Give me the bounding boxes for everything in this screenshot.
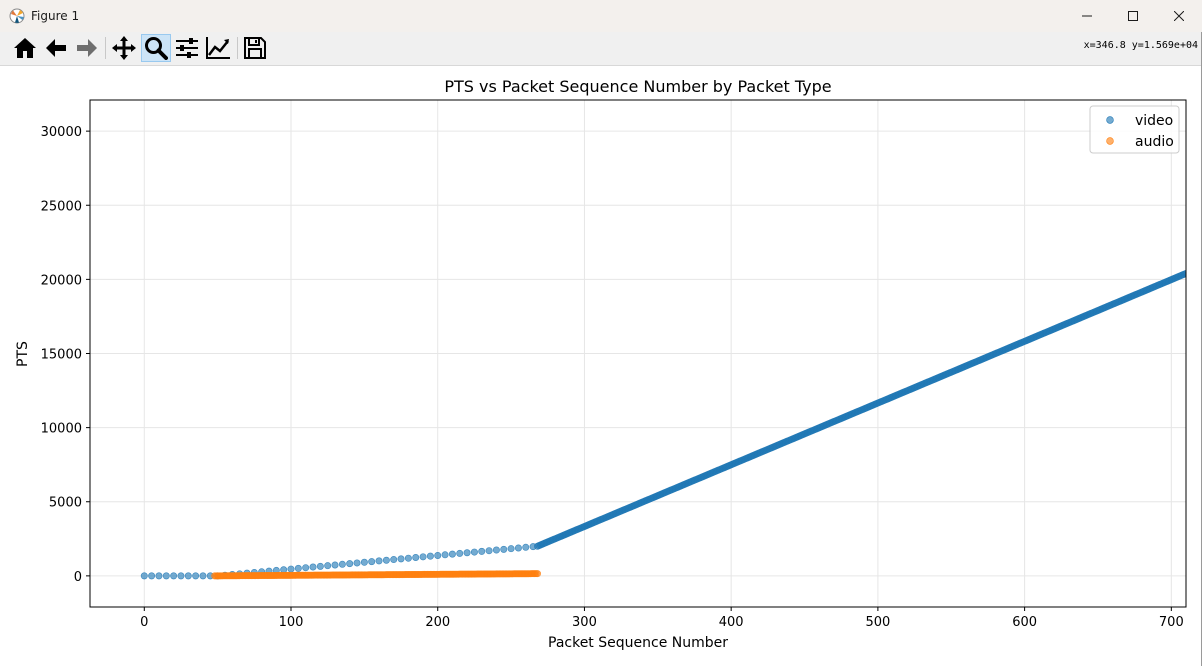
close-button[interactable]: [1156, 0, 1202, 32]
back-icon: [46, 39, 66, 57]
video-point: [162, 572, 170, 580]
title-bar: Figure 1: [0, 0, 1202, 32]
video-point: [485, 547, 493, 555]
video-point: [522, 543, 530, 551]
video-point: [426, 552, 434, 560]
video-point: [353, 559, 361, 567]
video-point: [309, 563, 317, 571]
video-point: [397, 555, 405, 563]
y-tick-label: 10000: [41, 422, 82, 437]
minimize-icon: [1082, 15, 1092, 17]
video-point: [316, 562, 324, 570]
x-tick-label: 0: [140, 615, 148, 630]
video-point: [382, 556, 390, 564]
video-point: [331, 561, 339, 569]
y-tick-label: 25000: [41, 199, 82, 214]
close-icon: [1174, 11, 1184, 21]
video-point: [324, 562, 332, 570]
figure-canvas[interactable]: PTS vs Packet Sequence Number by Packet …: [0, 66, 1202, 666]
video-point: [478, 547, 486, 555]
video-point: [500, 545, 508, 553]
configure-subplots-button[interactable]: [172, 34, 202, 62]
video-point: [346, 560, 354, 568]
forward-icon: [77, 39, 97, 57]
maximize-icon: [1128, 11, 1138, 21]
video-point: [463, 549, 471, 557]
back-button[interactable]: [41, 34, 71, 62]
video-point: [448, 550, 456, 558]
coordinate-readout: x=346.8 y=1.569e+04: [1083, 40, 1198, 51]
video-point: [419, 553, 427, 561]
legend-label-video: video: [1135, 113, 1173, 129]
video-point: [287, 565, 295, 573]
video-point: [492, 546, 500, 554]
video-point: [404, 554, 412, 562]
video-point: [302, 564, 310, 572]
audio-point: [533, 570, 541, 578]
video-point: [140, 572, 148, 580]
video-point: [375, 557, 383, 565]
y-tick-label: 0: [74, 570, 82, 585]
toolbar-separator: [237, 37, 238, 59]
minimize-button[interactable]: [1064, 0, 1110, 32]
video-point: [507, 545, 515, 553]
video-point: [434, 551, 442, 559]
x-axis-label: Packet Sequence Number: [548, 635, 728, 651]
toolbar: x=346.8 y=1.569e+04: [0, 32, 1202, 66]
y-axis-label: PTS: [15, 341, 31, 367]
x-tick-label: 500: [865, 615, 890, 630]
save-icon: [244, 37, 266, 59]
video-point: [390, 556, 398, 564]
x-tick-label: 700: [1159, 615, 1184, 630]
zoom-button[interactable]: [141, 34, 171, 62]
x-tick-label: 200: [425, 615, 450, 630]
video-point: [184, 572, 192, 580]
legend-marker-video: [1106, 116, 1114, 124]
home-icon: [14, 38, 36, 58]
video-point: [170, 572, 178, 580]
toolbar-separator: [105, 37, 106, 59]
y-tick-label: 5000: [49, 496, 82, 511]
video-point: [155, 572, 163, 580]
legend: video audio: [1089, 105, 1180, 154]
y-tick-label: 15000: [41, 348, 82, 363]
zoom-icon: [145, 37, 168, 60]
video-point: [470, 548, 478, 556]
home-button[interactable]: [10, 34, 40, 62]
y-tick-label: 30000: [41, 125, 82, 140]
chart-title: PTS vs Packet Sequence Number by Packet …: [444, 77, 831, 96]
legend-label-audio: audio: [1135, 134, 1174, 150]
x-tick-label: 400: [719, 615, 744, 630]
video-point: [199, 572, 207, 580]
save-button[interactable]: [240, 34, 270, 62]
configure-subplots-icon: [176, 38, 198, 58]
window-title: Figure 1: [31, 9, 80, 23]
x-tick-label: 300: [572, 615, 597, 630]
x-tick-label: 600: [1012, 615, 1037, 630]
edit-axis-icon: [206, 37, 230, 59]
video-point: [148, 572, 156, 580]
pan-button[interactable]: [109, 34, 139, 62]
data-points: [140, 269, 1186, 580]
y-tick-label: 20000: [41, 273, 82, 288]
video-point: [514, 544, 522, 552]
legend-marker-audio: [1106, 137, 1114, 145]
video-point: [360, 558, 368, 566]
maximize-button[interactable]: [1110, 0, 1156, 32]
x-tick-label: 100: [279, 615, 304, 630]
video-point: [177, 572, 185, 580]
pan-icon: [112, 36, 136, 60]
video-point: [192, 572, 200, 580]
video-point: [412, 554, 420, 562]
plot-area[interactable]: 0 100 200 300 400 500 600 700 0 5000 10000 15000 200…: [41, 99, 1190, 630]
matplotlib-logo-icon: [9, 8, 25, 24]
video-point: [294, 564, 302, 572]
video-point: [338, 560, 346, 568]
video-point: [441, 551, 449, 559]
video-point: [368, 558, 376, 566]
video-point: [1182, 269, 1186, 277]
video-point: [456, 549, 464, 557]
forward-button[interactable]: [72, 34, 102, 62]
edit-axis-button[interactable]: [203, 34, 233, 62]
